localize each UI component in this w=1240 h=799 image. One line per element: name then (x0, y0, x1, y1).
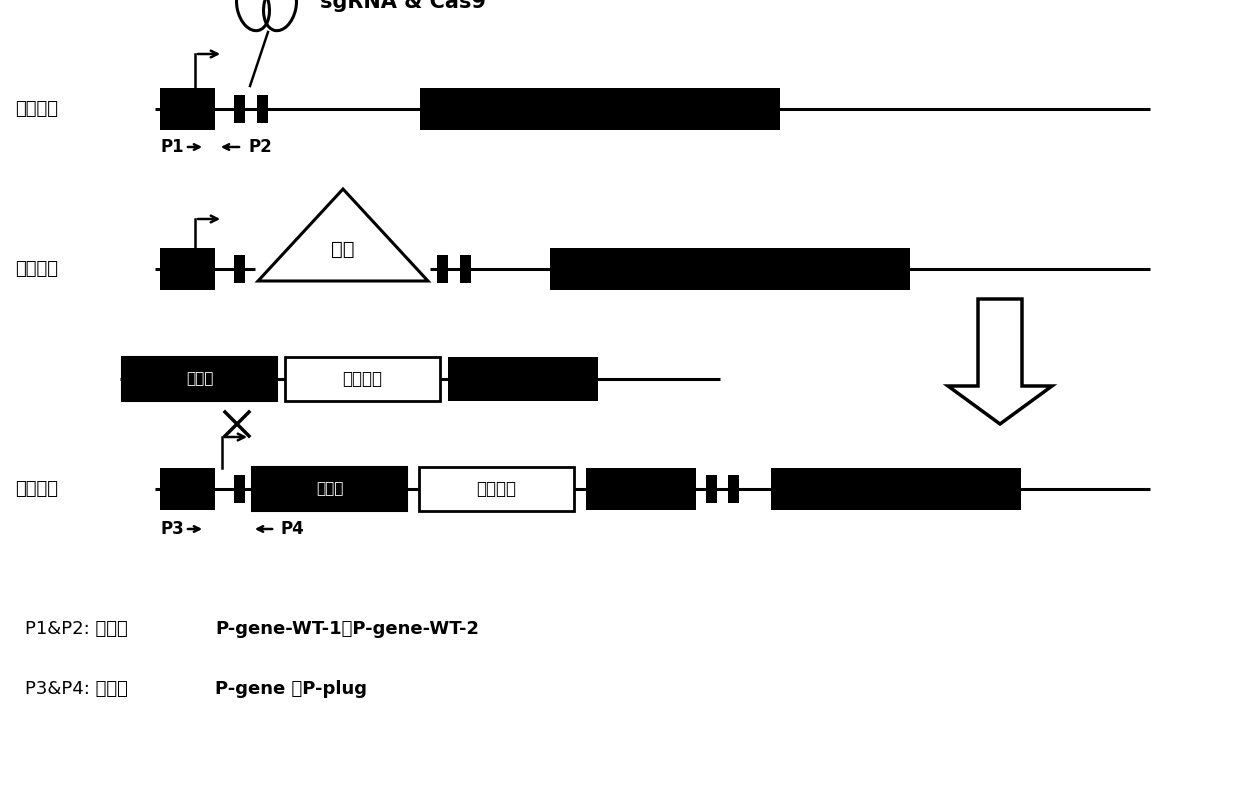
Text: P1: P1 (160, 138, 184, 156)
Text: 抗性基因: 抗性基因 (342, 370, 382, 388)
Bar (587, 468, 696, 510)
Text: P3&P4: 引物：: P3&P4: 引物： (25, 680, 128, 698)
Polygon shape (949, 299, 1052, 424)
Bar (460, 255, 470, 283)
Text: P3: P3 (160, 520, 184, 538)
Text: sgRNA & Cas9: sgRNA & Cas9 (320, 0, 486, 12)
Text: P-gene 和P-plug: P-gene 和P-plug (215, 680, 367, 698)
Text: P-gene-WT-1和P-gene-WT-2: P-gene-WT-1和P-gene-WT-2 (215, 620, 479, 638)
Text: 敛入: 敛入 (331, 240, 355, 259)
Bar (436, 255, 448, 283)
Bar (252, 467, 407, 511)
Polygon shape (258, 189, 428, 281)
Bar (160, 468, 215, 510)
Bar (728, 475, 739, 503)
Text: 终止子: 终止子 (186, 372, 213, 387)
Text: P1&P2: 引物：: P1&P2: 引物： (25, 620, 128, 638)
Bar (551, 248, 910, 290)
Text: 目标基因: 目标基因 (15, 100, 58, 118)
Bar (771, 468, 1021, 510)
Text: P2: P2 (248, 138, 272, 156)
Bar (122, 357, 277, 401)
Bar (420, 88, 780, 130)
Bar (160, 248, 215, 290)
Bar (706, 475, 717, 503)
Text: 目标基因: 目标基因 (15, 480, 58, 498)
Bar (160, 88, 215, 130)
Text: 目标基因: 目标基因 (15, 260, 58, 278)
Text: 终止子: 终止子 (316, 482, 343, 496)
Bar (234, 255, 246, 283)
Bar (448, 357, 598, 401)
Bar (234, 95, 246, 123)
Bar (234, 475, 246, 503)
Text: 抗性基因: 抗性基因 (476, 480, 517, 498)
Bar (257, 95, 268, 123)
Text: P4: P4 (280, 520, 304, 538)
Bar (285, 357, 440, 401)
Bar (419, 467, 574, 511)
